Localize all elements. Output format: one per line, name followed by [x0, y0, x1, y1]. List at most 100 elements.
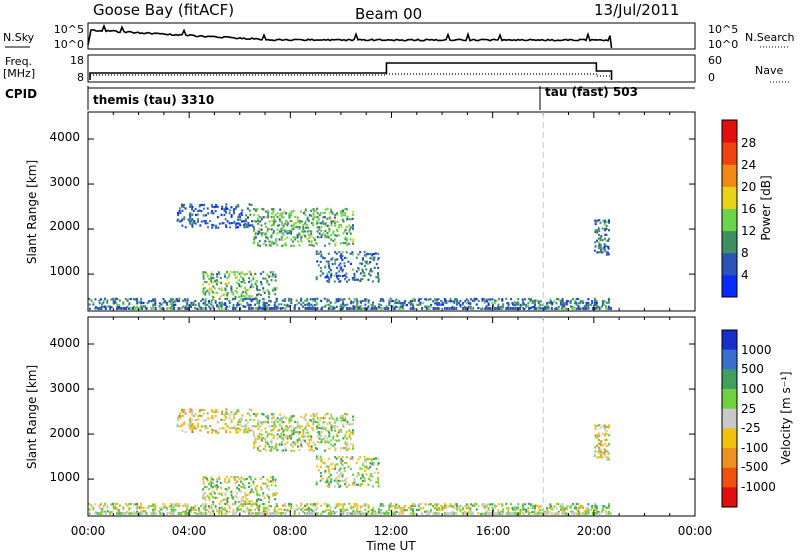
velocity-echo-cell	[324, 439, 327, 442]
power-echo-cell	[181, 224, 184, 227]
power-echo-cell	[464, 300, 467, 303]
velocity-echo-cell	[335, 439, 338, 442]
x-axis-label: Time UT	[365, 539, 416, 553]
power-echo-cell	[569, 301, 572, 304]
power-echo-cell	[236, 203, 239, 207]
velocity-echo-cell	[228, 417, 231, 420]
power-echo-cell	[300, 238, 303, 241]
velocity-echo-cell	[450, 505, 453, 508]
velocity-echo-cell	[250, 504, 253, 508]
power-echo-cell	[471, 299, 474, 302]
power-echo-cell	[332, 239, 335, 243]
power-echo-cell	[349, 218, 352, 221]
velocity-echo-cell	[351, 512, 354, 515]
power-echo-cell	[172, 303, 175, 307]
velocity-echo-cell	[497, 510, 500, 513]
power-echo-cell	[355, 270, 358, 273]
power-echo-cell	[203, 286, 206, 290]
velocity-echo-cell	[177, 418, 180, 422]
velocity-echo-cell	[248, 492, 251, 495]
velocity-echo-cell	[303, 504, 306, 507]
velocity-echo-cell	[257, 424, 260, 428]
velocity-echo-cell	[202, 419, 205, 422]
velocity-echo-cell	[211, 428, 214, 432]
power-echo-cell	[240, 298, 243, 301]
velocity-echo-cell	[206, 427, 209, 430]
power-echo-cell	[349, 262, 352, 265]
velocity-echo-cell	[361, 463, 364, 466]
velocity-echo-cell	[422, 506, 425, 510]
velocity-echo-cell	[208, 488, 211, 491]
power-colorbar-frame	[721, 119, 738, 298]
velocity-echo-cell	[284, 449, 287, 452]
velocity-echo-cell	[302, 435, 305, 438]
power-echo-cell	[293, 305, 296, 308]
velocity-echo-cell	[234, 481, 237, 484]
velocity-echo-cell	[267, 500, 270, 504]
power-echo-cell	[328, 242, 331, 245]
power-echo-cell	[206, 274, 209, 277]
velocity-echo-cell	[153, 503, 156, 506]
velocity-echo-cell	[280, 437, 283, 440]
velocity-echo-cell	[136, 502, 139, 506]
velocity-echo-cell	[321, 477, 324, 480]
velocity-ytick-1000: 1000	[49, 470, 80, 484]
power-echo-cell	[196, 213, 199, 216]
power-echo-cell	[252, 275, 255, 278]
velocity-echo-cell	[342, 446, 345, 450]
velocity-echo-cell	[281, 511, 284, 515]
power-echo-cell	[288, 212, 291, 215]
velocity-echo-cell	[290, 424, 293, 428]
velocity-echo-cell	[453, 506, 456, 510]
power-echo-cell	[316, 260, 319, 263]
power-echo-cell	[257, 217, 260, 220]
power-echo-cell	[451, 305, 454, 309]
velocity-echo-cell	[353, 502, 356, 506]
power-echo-cell	[270, 215, 273, 219]
velocity-echo-cell	[218, 477, 221, 480]
power-echo-cell	[194, 299, 197, 303]
power-echo-cell	[253, 229, 256, 233]
velocity-echo-cell	[560, 508, 563, 511]
power-echo-cell	[228, 273, 231, 276]
velocity-echo-cell	[355, 461, 358, 464]
velocity-echo-cell	[327, 467, 330, 471]
power-echo-cell	[200, 203, 203, 207]
power-echo-cell	[258, 299, 261, 302]
power-echo-cell	[456, 300, 459, 303]
velocity-echo-cell	[571, 502, 574, 506]
velocity-echo-cell	[351, 422, 354, 425]
power-echo-cell	[308, 229, 311, 233]
velocity-echo-cell	[600, 454, 603, 457]
velocity-echo-cell	[306, 508, 309, 511]
power-echo-cell	[364, 303, 367, 306]
power-echo-cell	[604, 229, 607, 232]
power-echo-cell	[335, 298, 338, 301]
velocity-echo-cell	[605, 506, 608, 509]
power-echo-cell	[561, 307, 564, 310]
power-echo-cell	[249, 285, 252, 289]
velocity-echo-cell	[344, 412, 347, 416]
velocity-echo-cell	[332, 510, 335, 513]
velocity-echo-cell	[98, 507, 101, 510]
power-echo-cell	[386, 307, 389, 310]
power-echo-cell	[582, 307, 585, 310]
velocity-echo-cell	[248, 475, 251, 478]
power-echo-cell	[413, 299, 416, 302]
power-cbar-tick-12: 12	[741, 224, 756, 238]
power-echo-cell	[334, 244, 337, 247]
velocity-echo-cell	[373, 471, 376, 474]
velocity-echo-cell	[513, 509, 516, 512]
velocity-echo-cell	[313, 443, 316, 446]
power-echo-cell	[204, 219, 207, 223]
velocity-echo-cell	[265, 510, 268, 513]
velocity-echo-cell	[266, 441, 269, 444]
power-echo-cell	[154, 301, 157, 305]
velocity-echo-cell	[343, 470, 346, 473]
velocity-echo-cell	[302, 439, 305, 442]
velocity-echo-cell	[266, 486, 269, 489]
velocity-echo-cell	[191, 418, 194, 421]
velocity-echo-cell	[467, 510, 470, 514]
power-echo-cell	[116, 305, 119, 308]
power-echo-cell	[223, 213, 226, 217]
